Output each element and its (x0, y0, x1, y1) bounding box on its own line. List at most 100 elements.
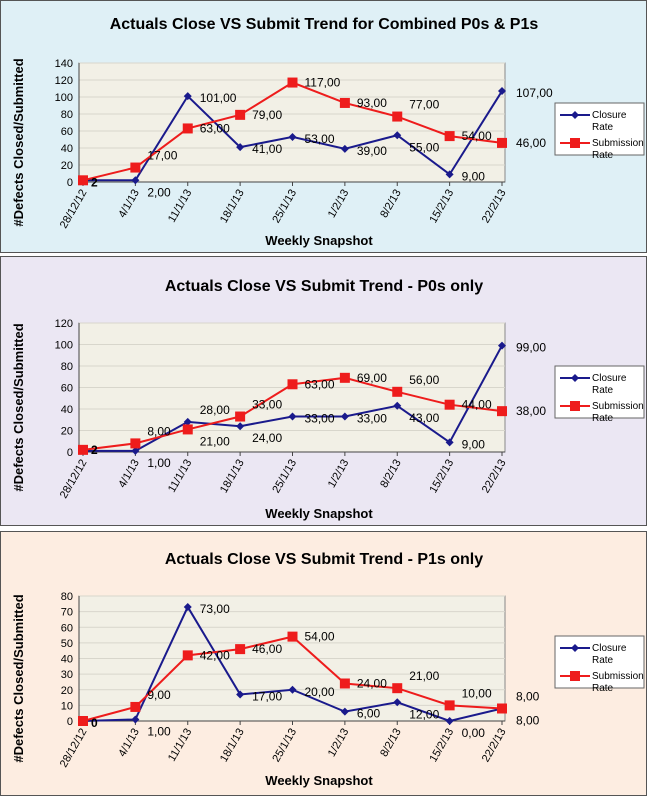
x-tick-label: 25/1/13 (270, 188, 299, 226)
submission-rate-point (78, 716, 88, 726)
x-tick-label: 25/1/13 (270, 727, 299, 765)
submission-data-label: 21,00 (200, 434, 230, 448)
submission-data-label: 117,00 (305, 76, 341, 90)
closure-data-label: 33,00 (305, 412, 335, 426)
closure-data-label: 2 (91, 175, 98, 189)
closure-data-label: 1,00 (147, 724, 171, 738)
x-tick-label: 8/2/13 (378, 727, 404, 759)
closure-rate-point (498, 341, 506, 350)
closure-data-label: 28,00 (200, 403, 230, 417)
closure-rate-point (236, 143, 245, 152)
y-tick-label: 0 (67, 177, 73, 189)
submission-data-label: 56,00 (409, 373, 439, 387)
submission-data-label: 9,00 (147, 688, 171, 702)
submission-data-label: 93,00 (357, 96, 387, 110)
submission-rate-point (182, 424, 193, 435)
y-tick-label: 60 (61, 622, 73, 634)
submission-rate-point (130, 701, 141, 712)
legend-marker (570, 138, 580, 148)
legend-marker (571, 644, 579, 652)
closure-rate-point (131, 446, 140, 455)
submission-rate-point (130, 438, 141, 449)
submission-rate-point (78, 444, 88, 455)
chart-title: Actuals Close VS Submit Trend for Combin… (110, 16, 539, 33)
x-tick-label: 4/1/13 (116, 188, 142, 220)
submission-data-label: 42,00 (200, 648, 230, 662)
submission-data-label: 8,00 (516, 690, 540, 704)
submission-data-label: 54,00 (305, 630, 335, 644)
closure-rate-point (393, 401, 402, 410)
x-axis-label: Weekly Snapshot (265, 233, 373, 248)
y-tick-label: 40 (61, 143, 73, 155)
x-tick-label: 15/2/13 (427, 188, 456, 226)
submission-rate-point (444, 399, 455, 410)
closure-rate-point (236, 422, 245, 431)
closure-data-label: 12,00 (409, 707, 439, 721)
legend-label: Submission (592, 671, 644, 682)
x-tick-label: 15/2/13 (427, 458, 456, 496)
closure-data-label: 0,00 (462, 726, 486, 740)
submission-data-label: 69,00 (357, 371, 387, 385)
y-tick-label: 0 (67, 447, 73, 459)
y-tick-label: 140 (55, 58, 73, 70)
submission-data-label: 44,00 (462, 398, 492, 412)
submission-data-label: 46,00 (516, 136, 546, 150)
submission-data-label: 63,00 (305, 377, 335, 391)
submission-rate-point (444, 700, 455, 711)
y-tick-label: 100 (55, 340, 73, 352)
y-tick-label: 50 (61, 638, 73, 650)
closure-data-label: 55,00 (409, 140, 439, 154)
closure-data-label: 0 (91, 716, 98, 730)
chart-p0: Actuals Close VS Submit Trend - P0s only… (11, 278, 645, 521)
legend-label: Rate (592, 385, 614, 396)
legend-marker (570, 401, 580, 411)
legend-label: Closure (592, 110, 627, 121)
x-tick-label: 8/2/13 (378, 188, 404, 220)
y-tick-label: 40 (61, 404, 73, 416)
closure-rate-point (131, 176, 140, 185)
x-tick-label: 1/2/13 (326, 727, 352, 759)
legend-label: Rate (592, 655, 614, 666)
submission-data-label: 33,00 (252, 398, 282, 412)
submission-rate-point (287, 77, 298, 88)
submission-rate-point (497, 137, 507, 148)
legend-label: Submission (592, 401, 644, 412)
x-tick-label: 18/1/13 (218, 188, 247, 226)
submission-rate-point (287, 631, 298, 642)
closure-data-label: 9,00 (462, 169, 486, 183)
submission-rate-point (78, 175, 88, 186)
closure-data-label: 41,00 (252, 142, 282, 156)
submission-rate-point (444, 131, 455, 142)
submission-data-label: 46,00 (252, 642, 282, 656)
submission-rate-point (235, 411, 246, 422)
legend-label: Rate (592, 150, 614, 161)
submission-rate-point (497, 406, 507, 417)
submission-data-label: 2 (91, 443, 98, 457)
closure-data-label: 101,00 (200, 91, 237, 105)
closure-data-label: 39,00 (357, 144, 387, 158)
x-tick-label: 28/12/12 (58, 458, 90, 501)
submission-rate-point (339, 372, 350, 383)
closure-data-label: 33,00 (357, 412, 387, 426)
y-tick-label: 60 (61, 383, 73, 395)
submission-rate-point (497, 703, 507, 714)
y-tick-label: 100 (55, 92, 73, 104)
x-tick-label: 28/12/12 (58, 188, 90, 231)
x-tick-label: 4/1/13 (116, 727, 142, 759)
submission-data-label: 24,00 (357, 677, 387, 691)
closure-rate-point (183, 92, 192, 101)
x-tick-label: 1/2/13 (326, 458, 352, 490)
closure-data-label: 1,00 (147, 456, 171, 470)
closure-rate-point (445, 170, 454, 179)
submission-data-label: 38,00 (516, 404, 546, 418)
y-tick-label: 80 (61, 109, 73, 121)
y-tick-label: 30 (61, 669, 73, 681)
y-tick-label: 80 (61, 361, 73, 373)
closure-rate-point (393, 698, 402, 707)
legend-marker (570, 671, 580, 681)
closure-rate-point (393, 131, 402, 140)
x-tick-label: 22/2/13 (480, 188, 509, 226)
submission-rate-point (287, 379, 298, 390)
y-tick-label: 60 (61, 126, 73, 138)
chart-p1: Actuals Close VS Submit Trend - P1s only… (11, 551, 645, 788)
